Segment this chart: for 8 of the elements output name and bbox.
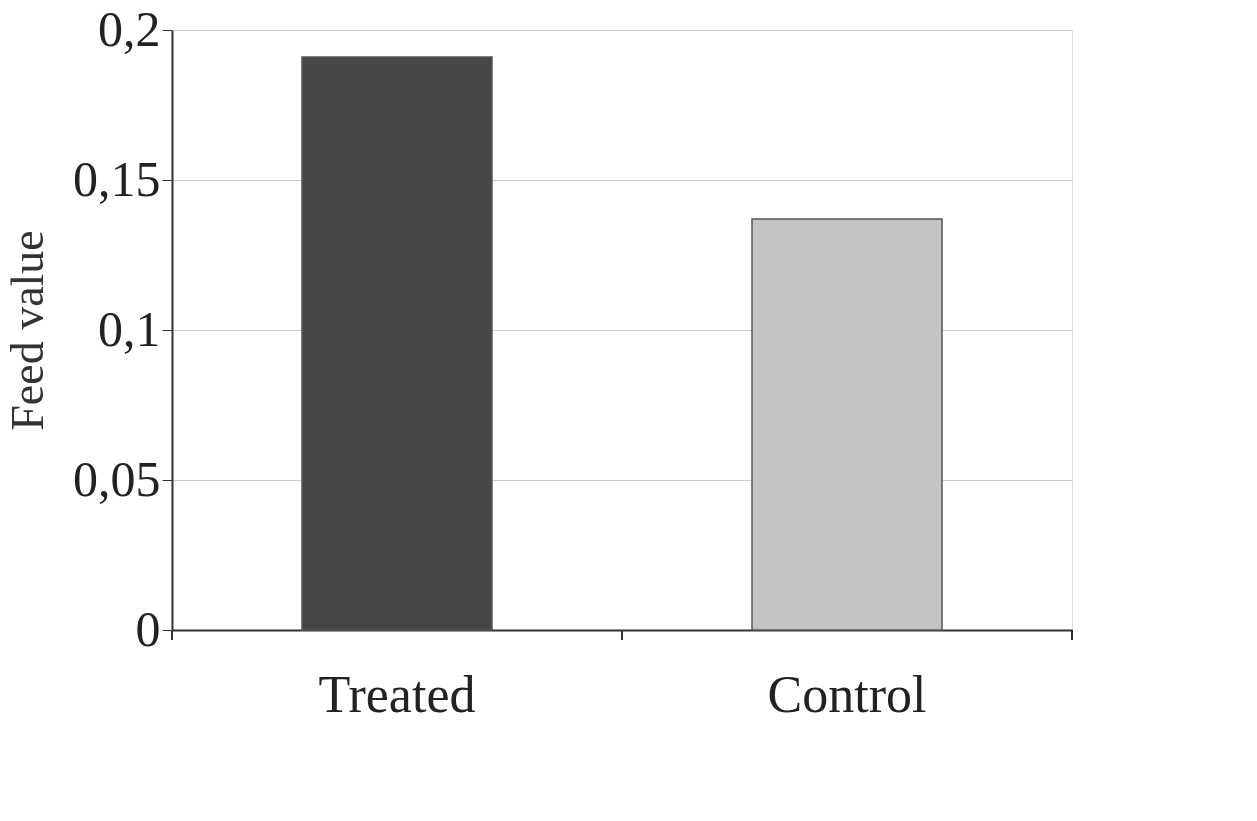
- y-axis-title: Feed value: [2, 230, 53, 431]
- x-tick-label: Control: [767, 665, 927, 723]
- y-tick-label: 0,1: [98, 300, 161, 357]
- y-tick-label: 0,15: [73, 150, 161, 207]
- y-tick-label: 0,2: [98, 0, 161, 57]
- y-tick-label: 0: [135, 600, 161, 657]
- y-tick-label: 0,05: [73, 450, 161, 507]
- x-tick-label: Treated: [318, 665, 476, 723]
